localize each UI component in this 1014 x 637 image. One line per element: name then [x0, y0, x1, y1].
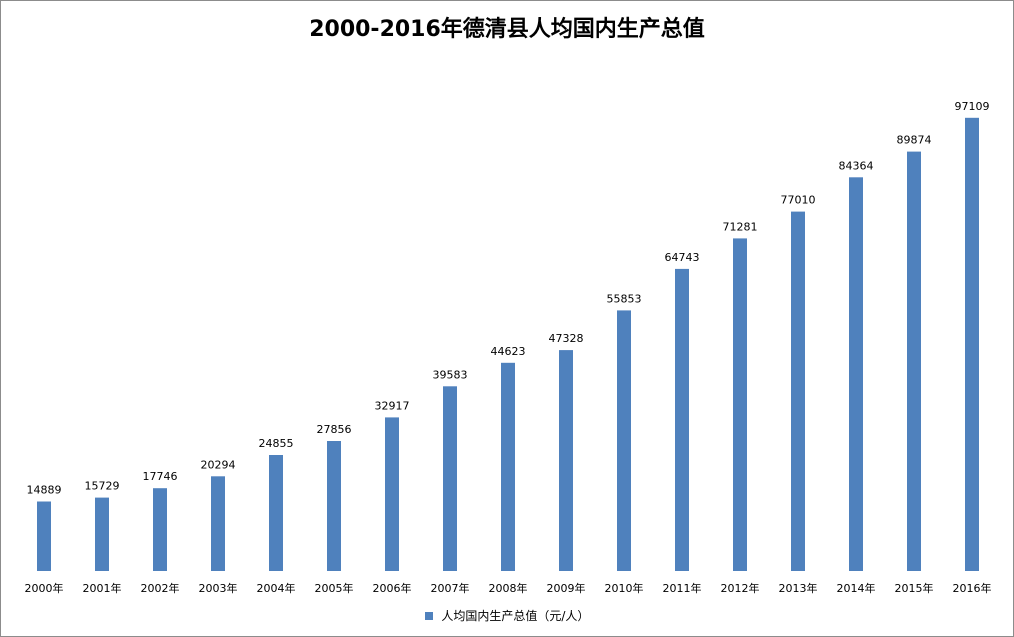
x-tick-label: 2007年 [431, 581, 470, 595]
data-label: 55853 [607, 292, 642, 305]
x-tick-label: 2006年 [373, 581, 412, 595]
x-tick-label: 2004年 [257, 581, 296, 595]
bar-2014年 [849, 177, 863, 572]
x-tick-label: 2011年 [663, 581, 702, 595]
data-label: 77010 [781, 194, 816, 207]
data-label: 84364 [839, 159, 874, 172]
bar-2005年 [327, 441, 341, 571]
x-tick-label: 2001年 [83, 581, 122, 595]
bar-2000年 [37, 501, 51, 571]
chart-title: 2000-2016年德清县人均国内生产总值 [309, 17, 705, 42]
data-label: 15729 [85, 480, 120, 493]
data-label: 20294 [201, 458, 236, 471]
bar-series [37, 117, 979, 572]
x-tick-label: 2014年 [837, 581, 876, 595]
data-label: 17746 [143, 470, 178, 483]
data-label: 44623 [491, 345, 526, 358]
data-label: 24855 [259, 437, 294, 450]
bar-2013年 [791, 211, 805, 571]
x-tick-label: 2003年 [199, 581, 238, 595]
data-labels: 14889 15729 17746 20294 24855 27856 32917 39583… [27, 100, 990, 497]
bar-2002年 [153, 488, 167, 571]
bar-2003年 [211, 476, 225, 571]
bar-2004年 [269, 455, 283, 571]
x-tick-label: 2016年 [953, 581, 992, 595]
x-tick-label: 2012年 [721, 581, 760, 595]
data-label: 64743 [665, 251, 700, 264]
data-label: 89874 [897, 134, 932, 147]
x-tick-label: 2000年 [25, 581, 64, 595]
bar-2006年 [385, 417, 399, 571]
data-label: 47328 [549, 332, 584, 345]
bar-chart: 14889 15729 17746 20294 24855 27856 32917 39583… [25, 100, 992, 595]
x-tick-label: 2002年 [141, 581, 180, 595]
x-tick-label: 2010年 [605, 581, 644, 595]
bar-2001年 [95, 497, 109, 571]
bar-2012年 [733, 238, 747, 571]
bar-2015年 [907, 151, 921, 571]
bar-2008年 [501, 362, 515, 571]
data-label: 32917 [375, 399, 410, 412]
x-tick-label: 2013年 [779, 581, 818, 595]
legend-swatch [424, 611, 433, 620]
legend: 人均国内生产总值（元/人） [1, 607, 1013, 624]
x-tick-label: 2005年 [315, 581, 354, 595]
data-label: 97109 [955, 100, 990, 113]
data-label: 14889 [27, 484, 62, 497]
bar-2011年 [675, 268, 689, 571]
x-axis-tick-labels: 2000年 2001年 2002年 2003年 2004年 2005年 2006年 2007年… [25, 581, 992, 595]
bar-2010年 [617, 310, 631, 571]
bar-2009年 [559, 350, 573, 571]
data-label: 71281 [723, 220, 758, 233]
bar-2016年 [965, 117, 979, 572]
bar-2007年 [443, 386, 457, 571]
legend-label: 人均国内生产总值（元/人） [441, 609, 590, 623]
x-tick-label: 2008年 [489, 581, 528, 595]
data-label: 39583 [433, 368, 468, 381]
x-tick-label: 2009年 [547, 581, 586, 595]
x-tick-label: 2015年 [895, 581, 934, 595]
data-label: 27856 [317, 423, 352, 436]
